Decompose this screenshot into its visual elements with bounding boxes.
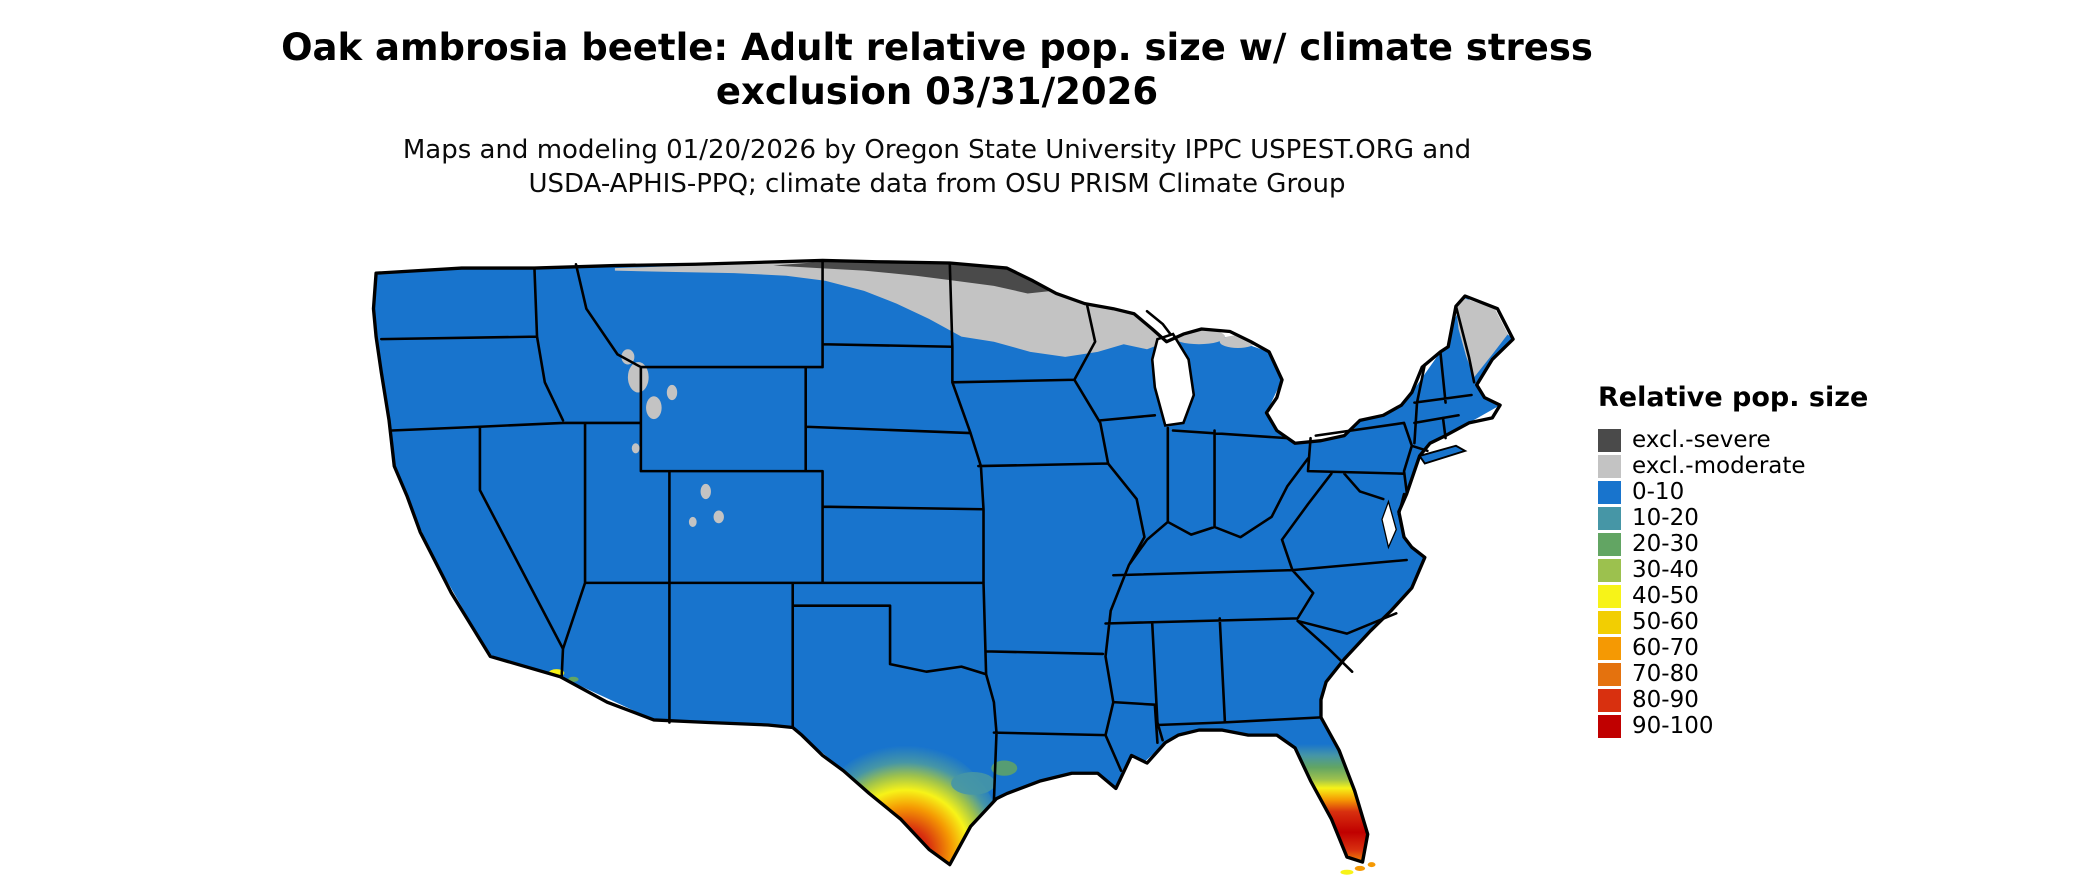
texas-coast-green-patch	[991, 760, 1018, 776]
legend-swatch	[1598, 506, 1621, 530]
legend-item: excl.-moderate	[1598, 453, 1868, 479]
legend-item: 50-60	[1598, 609, 1868, 635]
lake-michigan	[1150, 332, 1196, 427]
legend-item: 90-100	[1598, 713, 1868, 739]
legend-swatch	[1598, 532, 1621, 556]
florida-keys-speck	[1340, 869, 1354, 875]
texas-coast-teal-patch	[951, 771, 996, 795]
us-map-svg	[371, 258, 1515, 875]
legend-swatch	[1598, 454, 1621, 478]
state-borders	[379, 259, 1476, 803]
us-outline	[371, 258, 1515, 867]
bighorn-gray-patch	[666, 384, 678, 401]
legend-item: excl.-severe	[1598, 427, 1868, 453]
wind-river-gray-patch	[646, 396, 662, 420]
colorado-rockies-gray-patch3	[688, 516, 697, 527]
legend-item: 20-30	[1598, 531, 1868, 557]
legend-label: 90-100	[1632, 713, 1714, 739]
florida-keys-speck3	[1367, 862, 1376, 868]
legend-label: 40-50	[1632, 583, 1699, 609]
subtitle-line-1: Maps and modeling 01/20/2026 by Oregon S…	[402, 134, 1472, 165]
legend-label: 10-20	[1632, 505, 1699, 531]
legend-item: 10-20	[1598, 505, 1868, 531]
legend-swatch	[1598, 428, 1621, 452]
legend-swatch	[1598, 480, 1621, 504]
us-map	[306, 230, 1552, 890]
legend-item: 80-90	[1598, 687, 1868, 713]
chesapeake-bay	[1381, 499, 1397, 550]
legend-item: 40-50	[1598, 583, 1868, 609]
colorado-rockies-gray-patch	[700, 483, 711, 500]
page-title: Oak ambrosia beetle: Adult relative pop.…	[0, 26, 1874, 115]
map-fill-layers	[373, 260, 1514, 865]
legend-label: 20-30	[1632, 531, 1699, 557]
legend-label: 70-80	[1632, 661, 1699, 687]
yellowstone-gray-patch	[627, 362, 649, 393]
legend-item: 0-10	[1598, 479, 1868, 505]
legend-swatch	[1598, 636, 1621, 660]
legend-label: 60-70	[1632, 635, 1699, 661]
legend-swatch	[1598, 558, 1621, 582]
legend: Relative pop. size excl.-severe excl.-mo…	[1598, 382, 1868, 739]
legend-item: 30-40	[1598, 557, 1868, 583]
legend-label: 80-90	[1632, 687, 1699, 713]
legend-item: 60-70	[1598, 635, 1868, 661]
title-line-2: exclusion 03/31/2026	[715, 70, 1159, 114]
legend-swatch	[1598, 688, 1621, 712]
legend-title: Relative pop. size	[1598, 382, 1869, 413]
title-line-1: Oak ambrosia beetle: Adult relative pop.…	[281, 26, 1593, 69]
legend-label: 50-60	[1632, 609, 1699, 635]
figure-header: Oak ambrosia beetle: Adult relative pop.…	[0, 26, 1874, 201]
subtitle-line-2: USDA-APHIS-PPQ; climate data from OSU PR…	[528, 169, 1346, 200]
colorado-rockies-gray-patch2	[713, 510, 724, 524]
legend-swatch	[1598, 610, 1621, 634]
legend-label: excl.-severe	[1632, 427, 1771, 453]
legend-swatch	[1598, 584, 1621, 608]
legend-swatch	[1598, 662, 1621, 686]
legend-label: 0-10	[1632, 479, 1685, 505]
legend-item: 70-80	[1598, 661, 1868, 687]
figure-subtitle: Maps and modeling 01/20/2026 by Oregon S…	[0, 133, 1874, 202]
legend-swatch	[1598, 714, 1621, 738]
uinta-gray-patch	[631, 443, 640, 454]
legend-label: 30-40	[1632, 557, 1699, 583]
legend-label: excl.-moderate	[1632, 453, 1806, 479]
long-island	[1418, 444, 1468, 465]
exclusion-severe-strip	[773, 261, 1053, 294]
florida-keys-speck2	[1354, 865, 1366, 871]
